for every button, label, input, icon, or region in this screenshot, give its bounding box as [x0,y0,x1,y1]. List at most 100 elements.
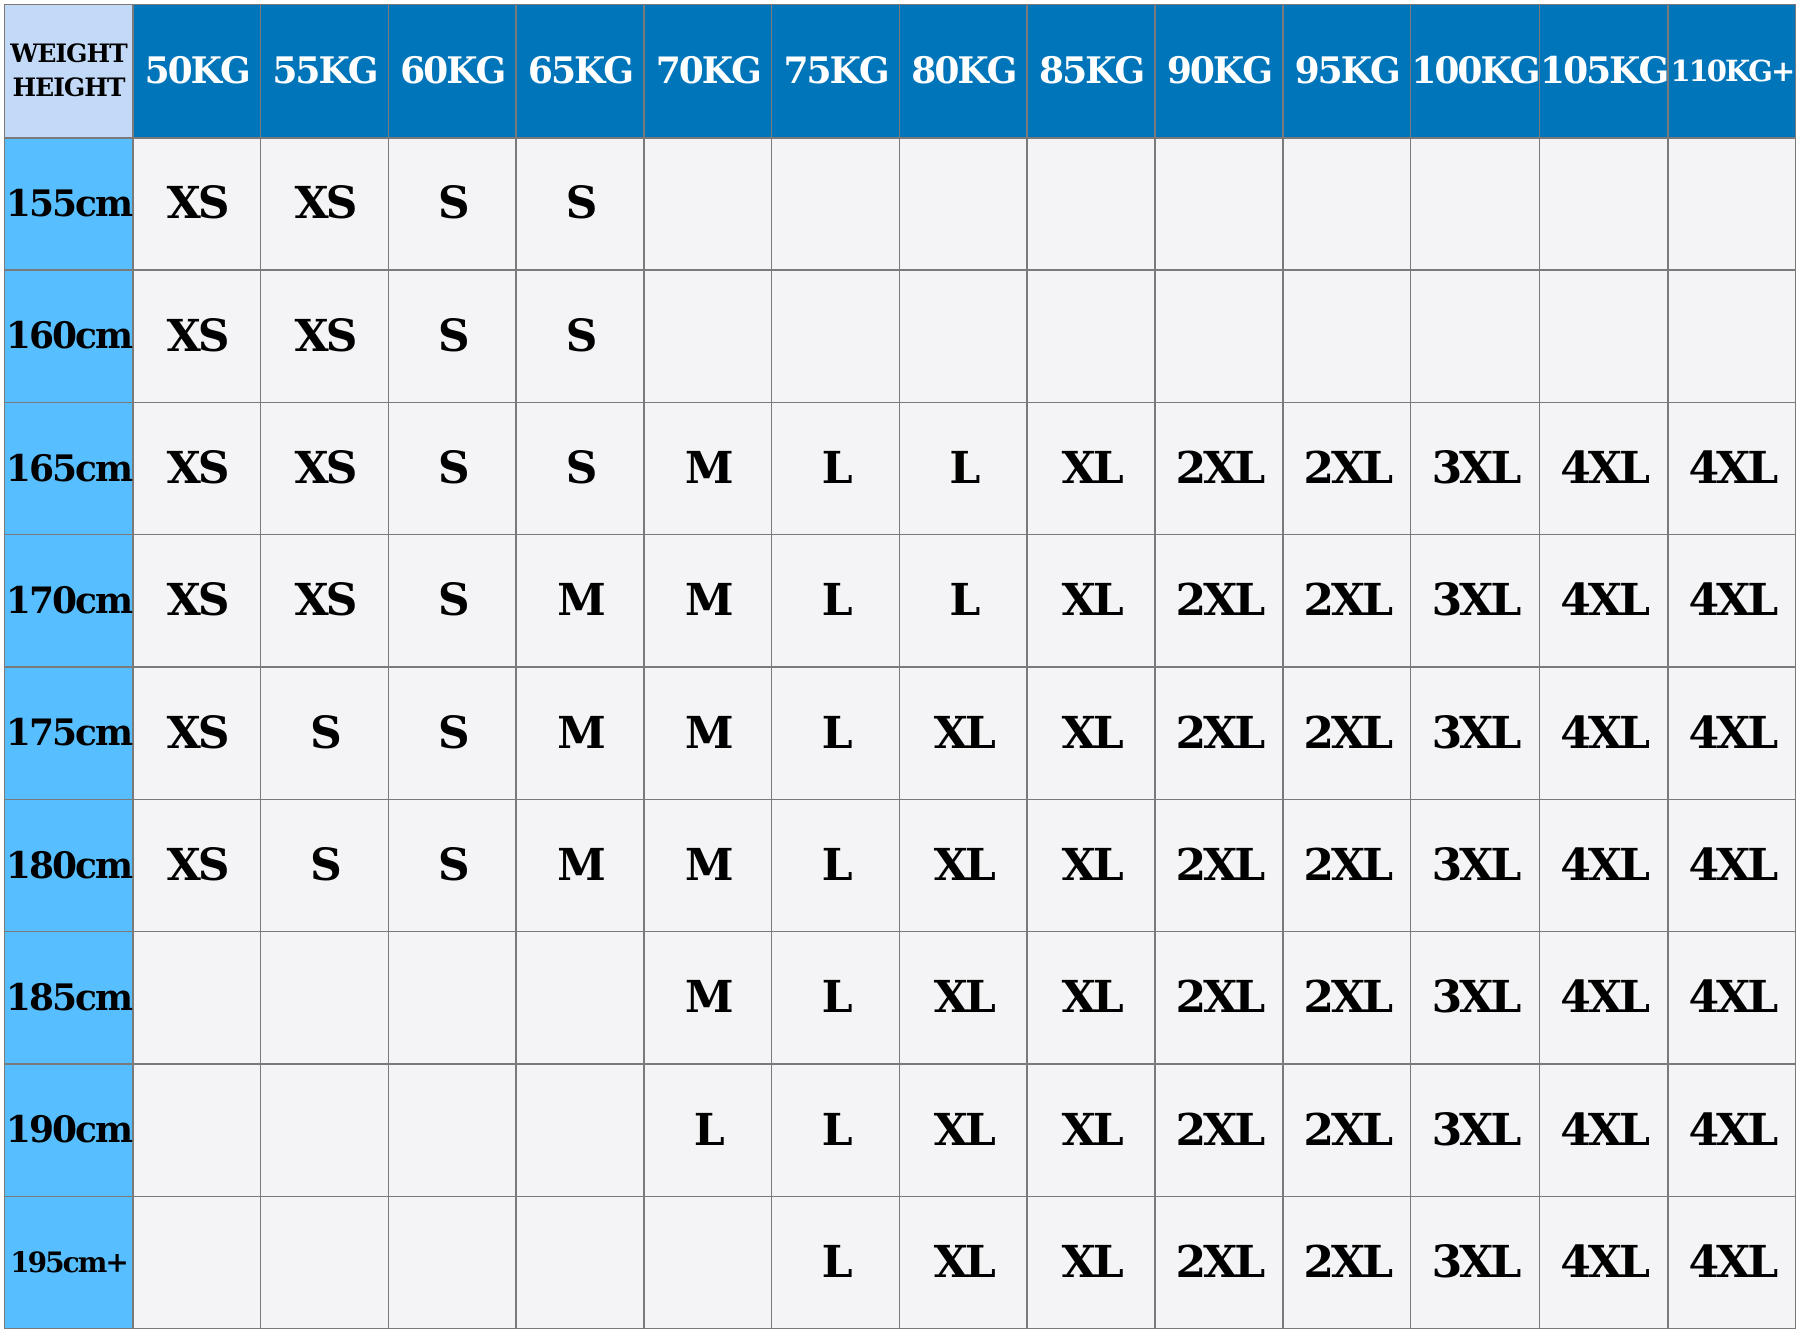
size-cell: 4XL [1540,667,1668,799]
size-cell: XL [1027,1064,1155,1196]
size-cell: 4XL [1540,535,1668,667]
size-cell: 4XL [1668,932,1795,1064]
size-cell [1155,138,1283,270]
size-cell [261,1064,388,1196]
size-cell: 4XL [1668,535,1795,667]
size-cell: M [644,932,771,1064]
size-cell: L [772,403,899,534]
size-cell: 2XL [1155,1197,1283,1328]
size-cell: XS [133,138,260,270]
corner-header: WEIGHT HEIGHT [5,5,132,137]
size-cell [133,1197,260,1328]
size-cell: XS [261,535,388,667]
height-row-header: 180cm [5,800,133,931]
size-cell: L [644,1064,771,1196]
size-cell: 2XL [1155,403,1283,534]
size-cell [133,1064,260,1196]
size-cell: M [644,535,771,667]
weight-column-header: 55KG [261,5,388,137]
size-cell: 2XL [1155,800,1283,931]
weight-column-header: 70KG [644,5,771,137]
size-cell: XL [1027,800,1155,931]
size-cell: XL [900,800,1027,931]
size-cell: L [772,800,899,931]
size-cell [389,1197,516,1328]
size-cell [644,1197,771,1328]
size-cell: 2XL [1283,535,1410,667]
height-row-header: 175cm [5,667,133,799]
size-cell: XS [133,667,260,799]
size-cell: M [516,667,644,799]
weight-column-header: 105KG [1540,5,1669,137]
size-cell: 4XL [1668,667,1795,799]
size-cell [133,932,260,1064]
weight-column-header: 95KG [1283,5,1410,137]
size-cell: 2XL [1155,932,1283,1064]
size-cell: XL [900,1064,1027,1196]
size-cell: 2XL [1283,800,1410,931]
size-cell: L [772,1064,899,1196]
height-row-header: 185cm [5,932,133,1064]
height-row-header: 160cm [5,270,133,402]
size-cell: XS [133,800,260,931]
height-row-header: 190cm [5,1064,133,1196]
size-cell: XS [261,403,388,534]
size-cell: S [389,535,516,667]
size-cell: XL [1027,932,1155,1064]
size-cell: S [389,403,516,534]
size-cell [1668,270,1795,402]
weight-column-header: 65KG [516,5,644,137]
size-cell [900,270,1027,402]
size-cell: XL [900,932,1027,1064]
size-cell: S [389,667,516,799]
weight-column-header: 75KG [772,5,899,137]
size-cell: XS [261,138,388,270]
size-cell: XS [261,270,388,402]
size-cell: S [516,403,644,534]
size-cell: 3XL [1411,1197,1539,1328]
corner-height-label: HEIGHT [12,73,126,102]
size-cell: XL [1027,535,1155,667]
weight-column-header: 90KG [1155,5,1283,137]
size-cell [261,932,388,1064]
height-row-header: 165cm [5,403,133,534]
size-cell: 4XL [1668,800,1795,931]
weight-column-header: 85KG [1027,5,1155,137]
size-cell: M [516,800,644,931]
size-cell: S [261,800,388,931]
size-cell [644,270,771,402]
size-cell: 3XL [1411,1064,1539,1196]
size-cell: L [900,535,1027,667]
size-cell: M [644,403,771,534]
size-cell [900,138,1027,270]
size-cell: S [261,667,388,799]
size-cell: XS [133,403,260,534]
size-cell: 2XL [1155,535,1283,667]
size-cell: 4XL [1540,800,1668,931]
size-cell [644,138,771,270]
size-cell: 2XL [1283,667,1410,799]
size-cell: 3XL [1411,667,1539,799]
size-cell [516,932,644,1064]
size-cell [516,1064,644,1196]
size-cell: 2XL [1283,403,1410,534]
size-cell: XS [133,270,260,402]
size-cell [389,932,516,1064]
size-chart-table: WEIGHT HEIGHT 50KG 55KG 60KG 65KG 70KG 75KG 80… [4,4,1796,1329]
size-cell [1540,138,1668,270]
size-cell: 2XL [1283,1064,1410,1196]
size-cell [1668,138,1795,270]
size-cell: 3XL [1411,800,1539,931]
size-cell: S [516,138,644,270]
size-cell: 4XL [1668,1197,1795,1328]
weight-column-header: 80KG [900,5,1027,137]
size-cell: S [389,270,516,402]
size-cell: L [772,667,899,799]
size-cell [516,1197,644,1328]
size-cell [261,1197,388,1328]
weight-column-header: 60KG [389,5,516,137]
size-cell: 4XL [1540,1064,1668,1196]
size-cell [1283,138,1410,270]
size-cell: 3XL [1411,535,1539,667]
size-cell: 4XL [1668,403,1795,534]
